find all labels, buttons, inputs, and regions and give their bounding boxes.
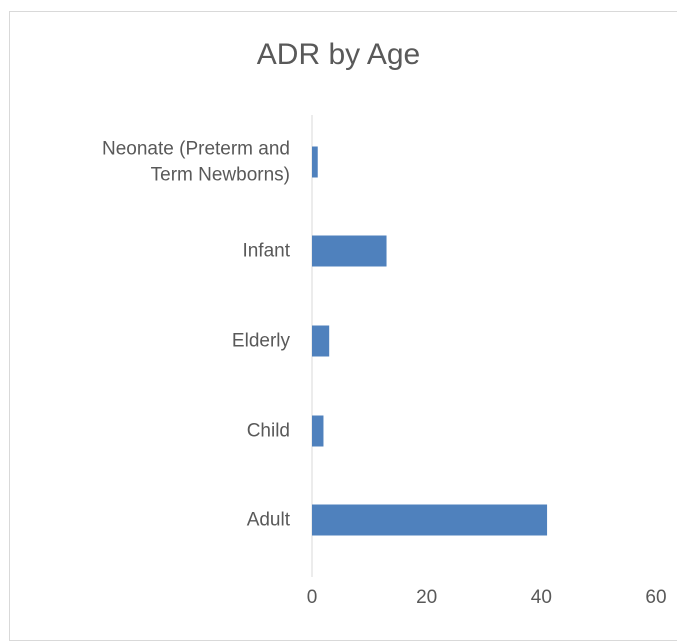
bar-chart: Neonate (Preterm and Term Newborns) Infant… bbox=[102, 115, 667, 608]
category-label-elderly: Elderly bbox=[232, 331, 291, 352]
chart-title: ADR by Age bbox=[256, 38, 421, 71]
category-label-neonate: Neonate (Preterm and Term Newborns) bbox=[102, 139, 290, 186]
category-labels-group: Neonate (Preterm and Term Newborns) Infant… bbox=[102, 139, 291, 531]
bar-child bbox=[312, 415, 324, 447]
category-label-adult: Adult bbox=[247, 510, 291, 531]
category-label-infant: Infant bbox=[242, 241, 290, 262]
bar-neonate bbox=[312, 146, 318, 178]
bar-elderly bbox=[312, 325, 330, 357]
bar-infant bbox=[312, 235, 387, 267]
category-label-child: Child bbox=[247, 421, 290, 442]
bars-group bbox=[312, 146, 548, 536]
x-tick-labels-group: 0 20 40 60 bbox=[307, 587, 667, 608]
x-tick-label-20: 20 bbox=[416, 587, 437, 608]
bar-adult bbox=[312, 504, 548, 536]
x-tick-label-60: 60 bbox=[645, 587, 666, 608]
x-tick-label-40: 40 bbox=[531, 587, 552, 608]
x-tick-label-0: 0 bbox=[307, 587, 318, 608]
chart-frame bbox=[9, 11, 677, 641]
